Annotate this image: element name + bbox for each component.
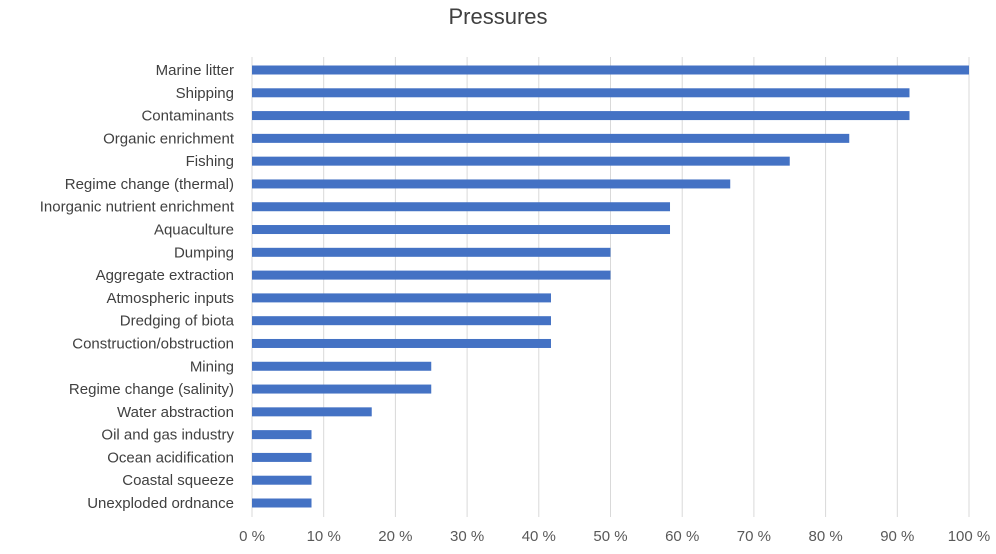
x-tick-label: 0 % [239, 528, 265, 545]
x-tick-label: 40 % [522, 528, 556, 545]
bar [252, 156, 790, 166]
bar [252, 407, 372, 417]
bar [252, 133, 850, 143]
bar [252, 338, 551, 348]
x-tick-label: 100 % [948, 528, 991, 545]
category-label: Unexploded ordnance [87, 495, 234, 512]
category-label: Water abstraction [117, 404, 234, 421]
bar [252, 65, 969, 75]
category-label: Atmospheric inputs [106, 290, 234, 307]
x-tick-label: 60 % [665, 528, 699, 545]
category-label: Coastal squeeze [122, 472, 234, 489]
category-label: Organic enrichment [103, 130, 235, 147]
x-tick-label: 30 % [450, 528, 484, 545]
category-label: Marine litter [156, 62, 234, 79]
category-label: Aquaculture [154, 222, 234, 239]
bar [252, 293, 551, 303]
bar [252, 247, 611, 257]
bar [252, 225, 671, 235]
category-label: Mining [190, 358, 234, 375]
bar [252, 361, 432, 371]
x-tick-label: 90 % [880, 528, 914, 545]
category-label: Construction/obstruction [72, 335, 234, 352]
bar [252, 452, 312, 462]
bar [252, 179, 731, 189]
x-tick-label: 70 % [737, 528, 771, 545]
category-label: Contaminants [141, 108, 234, 125]
category-label: Dredging of biota [120, 313, 235, 330]
chart-title: Pressures [448, 4, 548, 29]
x-tick-label: 10 % [307, 528, 341, 545]
category-label: Fishing [186, 153, 234, 170]
bar [252, 88, 910, 98]
category-label: Regime change (thermal) [65, 176, 234, 193]
x-tick-label: 20 % [378, 528, 412, 545]
bar [252, 384, 432, 394]
bar [252, 202, 671, 212]
category-label: Ocean acidification [107, 449, 234, 466]
category-label: Dumping [174, 244, 234, 261]
category-label: Inorganic nutrient enrichment [40, 199, 235, 216]
bar [252, 475, 312, 485]
bar [252, 316, 551, 326]
category-label: Shipping [176, 85, 234, 102]
bar [252, 498, 312, 508]
bar [252, 111, 910, 121]
bar [252, 430, 312, 440]
x-tick-label: 80 % [808, 528, 842, 545]
category-label: Aggregate extraction [96, 267, 234, 284]
bar [252, 270, 611, 280]
category-label: Oil and gas industry [101, 427, 234, 444]
category-label: Regime change (salinity) [69, 381, 234, 398]
x-tick-label: 50 % [593, 528, 627, 545]
